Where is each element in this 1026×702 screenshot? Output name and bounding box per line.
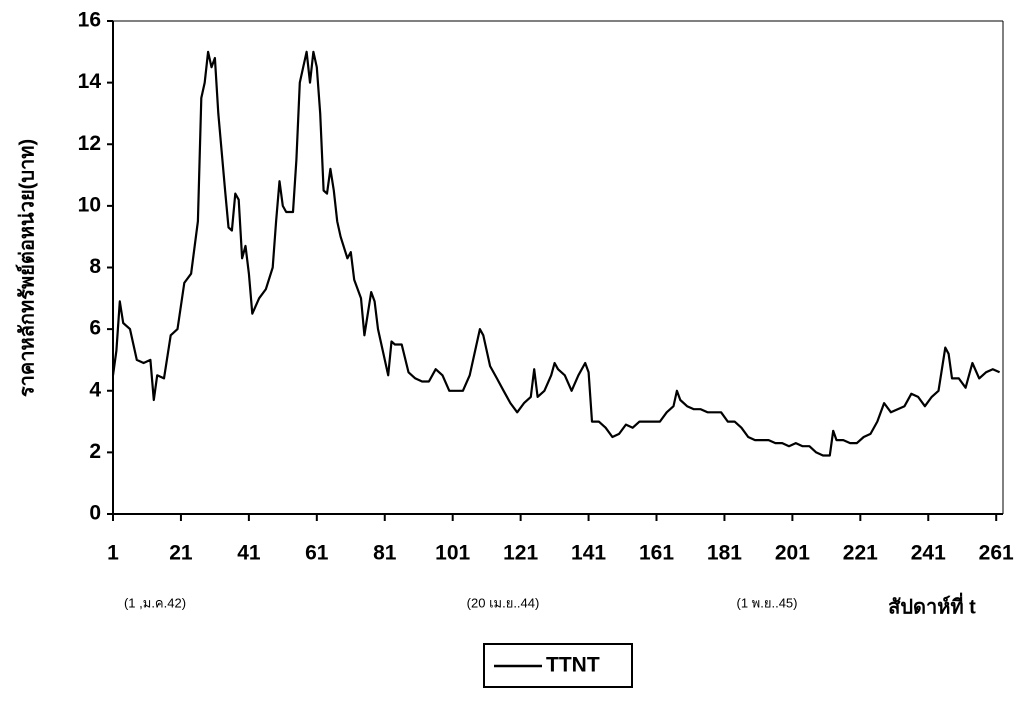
x-tick-label: 201 xyxy=(775,542,810,565)
y-tick-label: 10 xyxy=(78,193,101,216)
x-tick-label: 221 xyxy=(843,542,878,565)
x-tick-label: 161 xyxy=(639,542,674,565)
y-tick-label: 0 xyxy=(89,502,101,525)
x-tick-label: 41 xyxy=(237,542,261,565)
x-tick-label: 101 xyxy=(435,542,470,565)
annotation: (1 ,ม.ค.42) xyxy=(124,595,186,610)
x-tick-label: 241 xyxy=(911,542,946,565)
line-series xyxy=(111,50,1001,457)
legend-label: TTNT xyxy=(546,654,600,677)
y-axis-title: ราคาหลักทรัพย์ต่อหน่วย(บาท) xyxy=(15,139,38,397)
y-tick-label: 4 xyxy=(89,378,101,401)
y-tick-label: 16 xyxy=(78,9,101,32)
y-tick-label: 2 xyxy=(89,440,101,463)
x-tick-label: 261 xyxy=(979,542,1014,565)
x-tick-label: 61 xyxy=(305,542,329,565)
x-tick-label: 181 xyxy=(707,542,742,565)
x-tick-label: 121 xyxy=(503,542,538,565)
y-tick-label: 6 xyxy=(89,317,101,340)
annotation: (20 เม.ย..44) xyxy=(467,595,540,610)
annotation: (1 พ.ย..45) xyxy=(737,595,798,610)
x-tick-label: 141 xyxy=(571,542,606,565)
x-tick-label: 81 xyxy=(373,542,397,565)
y-tick-label: 14 xyxy=(78,70,102,93)
y-tick-label: 8 xyxy=(89,255,101,278)
x-tick-label: 1 xyxy=(107,542,119,565)
x-tick-label: 21 xyxy=(169,542,193,565)
x-axis-title: สัปดาห์ที่ t xyxy=(888,591,976,618)
y-tick-label: 12 xyxy=(78,132,101,155)
